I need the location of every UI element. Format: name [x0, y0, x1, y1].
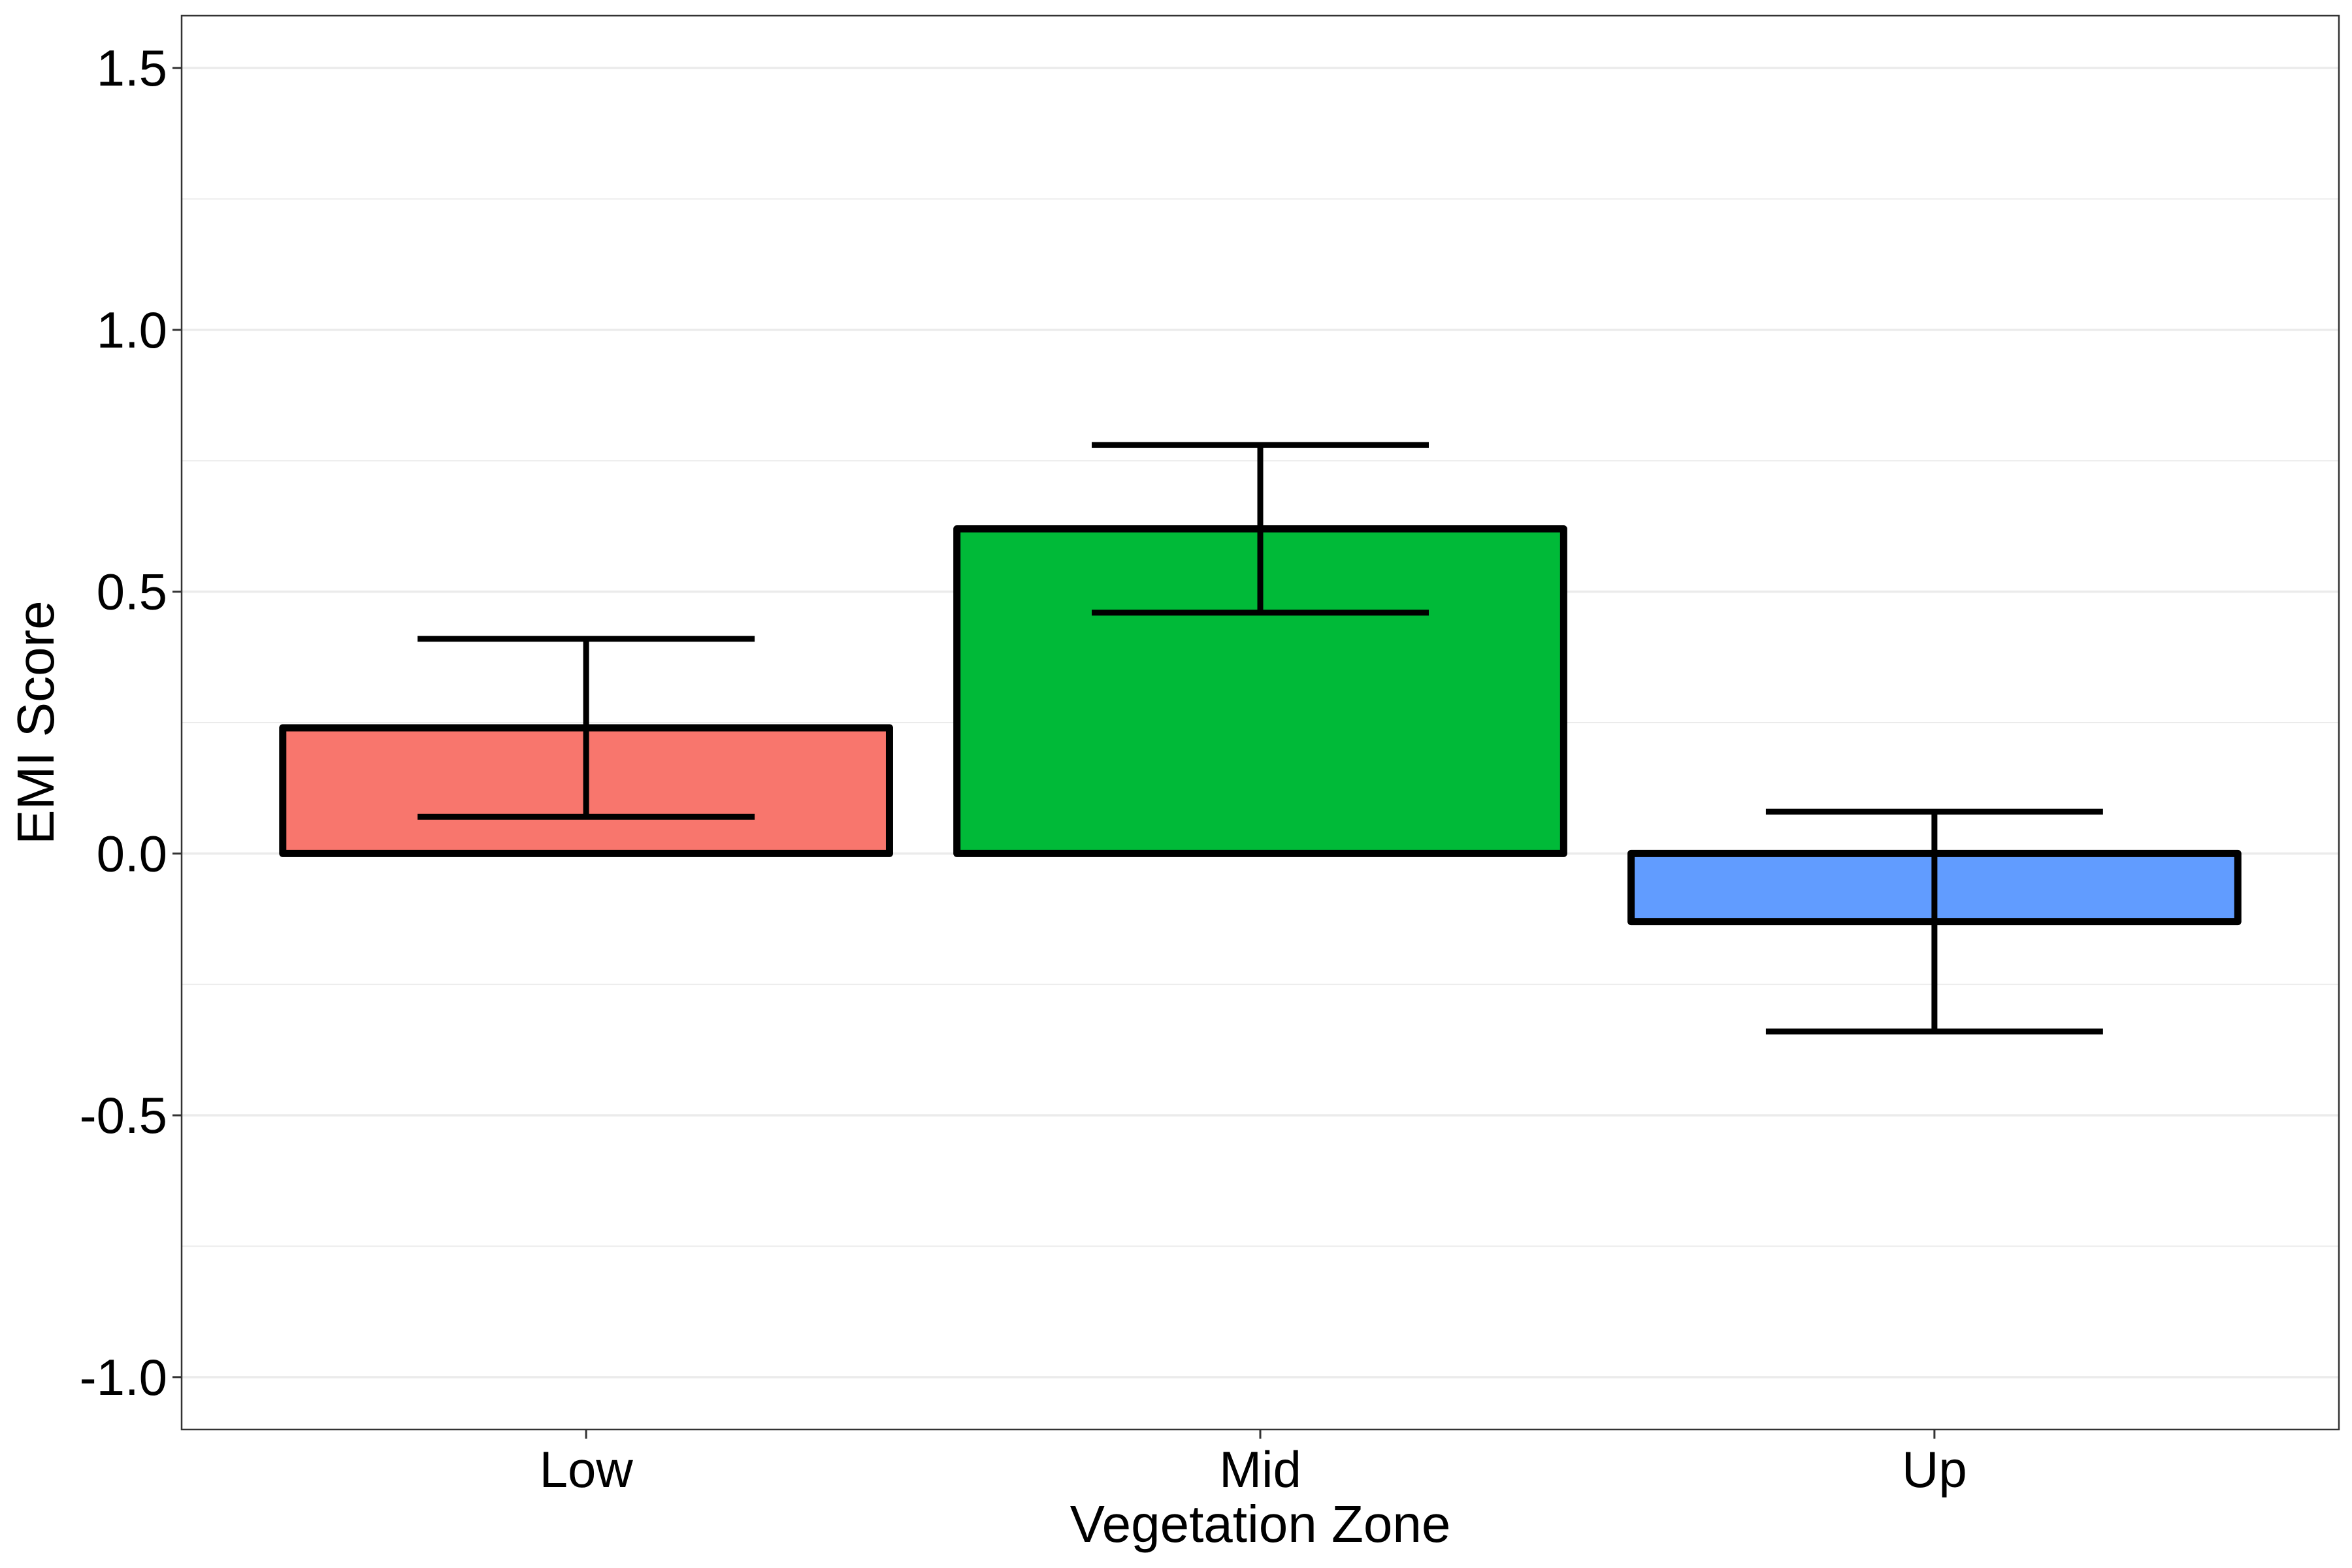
x-tick-label-mid: Mid: [1219, 1441, 1301, 1498]
x-tick-label-up: Up: [1902, 1441, 1967, 1498]
x-tick-label-low: Low: [540, 1441, 634, 1498]
x-axis-title: Vegetation Zone: [1070, 1495, 1451, 1553]
y-tick-label: 0.0: [97, 825, 167, 882]
y-tick-label: 0.5: [97, 563, 167, 621]
y-axis-title: EMI Score: [7, 600, 65, 844]
axes: -1.0 -0.5 0.0 0.5 1.0 1.5 Low Mid Up: [80, 39, 1967, 1498]
y-tick-label: -1.0: [80, 1348, 167, 1406]
y-tick-label: 1.0: [97, 301, 167, 359]
error-bars: [417, 442, 2103, 1035]
y-tick-label: 1.5: [97, 39, 167, 97]
y-tick-label: -0.5: [80, 1086, 167, 1144]
